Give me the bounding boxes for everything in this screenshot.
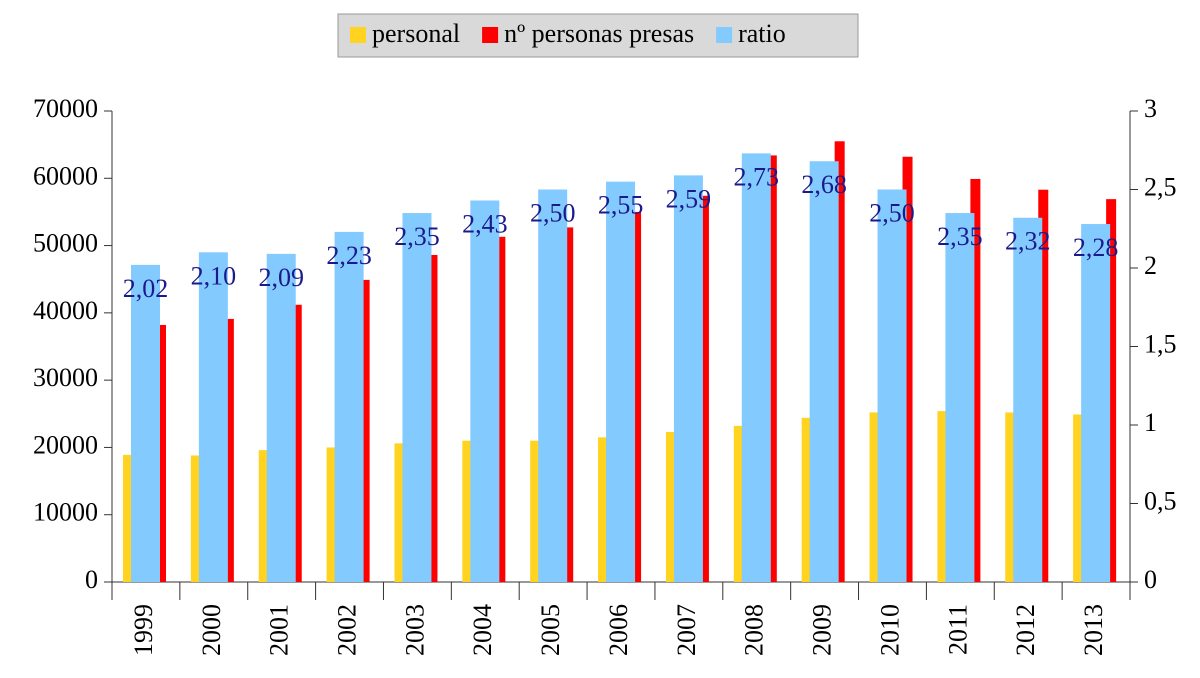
bar bbox=[606, 181, 636, 582]
x-tick-label: 2009 bbox=[808, 604, 837, 656]
bar bbox=[1073, 414, 1084, 582]
data-label: 2,35 bbox=[937, 222, 983, 251]
data-label: 2,50 bbox=[869, 198, 915, 227]
bar bbox=[801, 417, 812, 582]
data-label: 2,32 bbox=[1005, 227, 1051, 256]
x-tick-label: 2007 bbox=[672, 604, 701, 656]
data-label: 2,43 bbox=[462, 209, 508, 238]
x-tick-label: 2004 bbox=[468, 604, 497, 656]
y2-tick-label: 3 bbox=[1144, 94, 1157, 123]
legend-swatch bbox=[716, 27, 733, 43]
y2-tick-label: 0 bbox=[1144, 565, 1157, 594]
y-tick-label: 20000 bbox=[33, 430, 98, 459]
y2-tick-label: 1 bbox=[1144, 408, 1157, 437]
bar bbox=[970, 178, 981, 583]
bar bbox=[198, 252, 228, 583]
bar bbox=[266, 253, 296, 582]
legend-label: ratio bbox=[738, 19, 786, 48]
bar bbox=[190, 455, 201, 582]
legend: personal nº personas presas ratio bbox=[350, 19, 786, 48]
x-tick-label: 2003 bbox=[400, 604, 429, 656]
bar bbox=[1081, 224, 1111, 583]
bar bbox=[766, 155, 777, 582]
bar bbox=[495, 236, 506, 582]
y-tick-label: 30000 bbox=[33, 363, 98, 392]
data-label: 2,55 bbox=[598, 191, 644, 220]
bar bbox=[1005, 412, 1016, 582]
data-label: 2,35 bbox=[394, 222, 440, 251]
bar bbox=[698, 195, 709, 582]
bar bbox=[131, 264, 160, 582]
legend-swatch bbox=[482, 27, 499, 43]
bar bbox=[598, 437, 609, 582]
y2-tick-label: 1,5 bbox=[1144, 329, 1177, 358]
data-label: 2,28 bbox=[1073, 233, 1119, 262]
data-label: 2,23 bbox=[326, 241, 372, 270]
bar bbox=[945, 213, 975, 583]
y2-tick-label: 2 bbox=[1144, 251, 1157, 280]
y2-tick-label: 2,5 bbox=[1144, 172, 1177, 201]
bar bbox=[1038, 189, 1049, 582]
bar bbox=[291, 304, 302, 582]
bar bbox=[462, 440, 473, 582]
bar bbox=[223, 318, 234, 582]
bar bbox=[334, 231, 364, 582]
legend-label: personal bbox=[372, 19, 460, 48]
bar bbox=[394, 443, 405, 582]
bar bbox=[809, 161, 839, 583]
data-label: 2,59 bbox=[666, 184, 712, 213]
y-tick-label: 0 bbox=[85, 565, 98, 594]
x-tick-label: 2011 bbox=[943, 604, 972, 655]
bar bbox=[326, 447, 337, 582]
x-tick-label: 2008 bbox=[740, 604, 769, 656]
bar bbox=[123, 454, 133, 582]
x-tick-label: 2010 bbox=[875, 604, 904, 656]
bar bbox=[258, 450, 269, 582]
y-tick-label: 50000 bbox=[33, 229, 98, 258]
bar bbox=[427, 254, 438, 582]
bar bbox=[877, 189, 907, 582]
x-tick-label: 1999 bbox=[129, 604, 158, 656]
bar bbox=[530, 440, 541, 582]
bar bbox=[673, 175, 703, 582]
y-tick-label: 40000 bbox=[33, 296, 98, 325]
legend-label: nº personas presas bbox=[504, 19, 694, 48]
bar bbox=[156, 324, 166, 582]
bar bbox=[1013, 217, 1043, 582]
bar bbox=[402, 213, 432, 583]
x-tick-label: 2000 bbox=[197, 604, 226, 656]
bar bbox=[937, 411, 948, 582]
x-tick-label: 2012 bbox=[1011, 604, 1040, 656]
data-label: 2,09 bbox=[258, 263, 304, 292]
bar bbox=[470, 200, 500, 583]
bar bbox=[733, 425, 744, 582]
bar bbox=[869, 412, 880, 582]
bar bbox=[834, 141, 845, 582]
x-tick-label: 2006 bbox=[604, 604, 633, 656]
data-label: 2,10 bbox=[191, 261, 237, 290]
bar bbox=[1106, 199, 1117, 582]
data-label: 2,02 bbox=[123, 274, 169, 303]
bar bbox=[631, 211, 642, 582]
bar bbox=[665, 431, 676, 582]
y-tick-label: 70000 bbox=[33, 94, 98, 123]
y-tick-label: 10000 bbox=[33, 498, 98, 527]
x-tick-label: 2005 bbox=[536, 604, 565, 656]
bar bbox=[902, 156, 913, 583]
bar bbox=[359, 279, 370, 582]
y2-tick-label: 0,5 bbox=[1144, 486, 1177, 515]
data-label: 2,68 bbox=[801, 170, 847, 199]
x-tick-label: 2001 bbox=[265, 604, 294, 656]
data-label: 2,50 bbox=[530, 198, 576, 227]
bar bbox=[538, 189, 568, 582]
x-tick-label: 2013 bbox=[1079, 604, 1108, 656]
legend-box bbox=[337, 13, 859, 58]
x-tick-label: 2002 bbox=[333, 604, 362, 656]
y-tick-label: 60000 bbox=[33, 161, 98, 190]
bar bbox=[741, 153, 771, 582]
data-label: 2,73 bbox=[734, 162, 780, 191]
bar bbox=[563, 227, 574, 582]
legend-swatch bbox=[350, 27, 366, 43]
